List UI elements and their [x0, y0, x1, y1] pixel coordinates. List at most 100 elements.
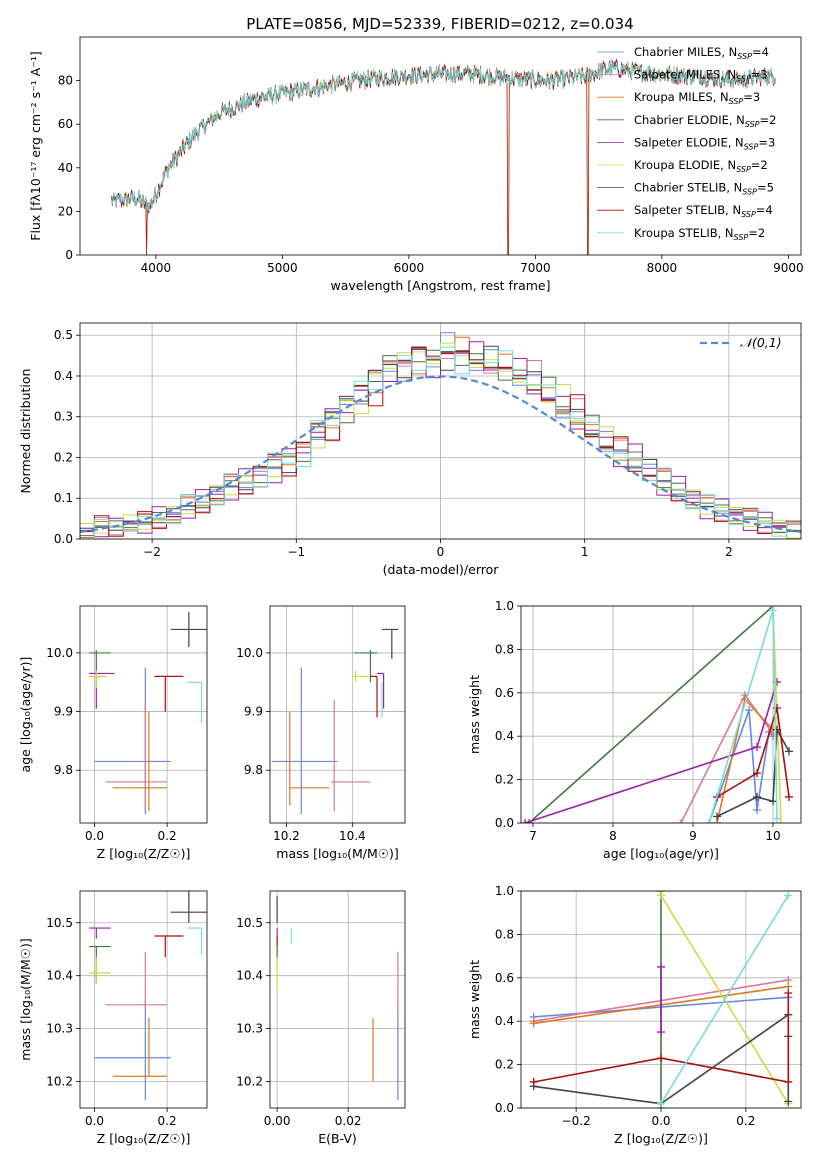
- plus-marker: [784, 988, 793, 997]
- errorbar: [187, 681, 203, 724]
- spectrum-panel: 4000 5000 6000 7000 8000 9000 0 20 40 60 80 wavelen…: [28, 36, 804, 293]
- y-tick-label: 10.4: [236, 969, 263, 983]
- errorbar: [352, 670, 369, 683]
- plus-marker: [657, 962, 665, 971]
- x-tick-label: 0.0: [651, 1114, 670, 1128]
- y-tick-label: 9.8: [244, 763, 263, 777]
- y-tick-label: 0.0: [495, 816, 514, 830]
- x-tick-label: 0.0: [85, 829, 104, 843]
- mass-weight-line: [528, 606, 774, 823]
- x-tick-label: 0: [437, 545, 445, 559]
- plus-marker: [785, 747, 793, 756]
- y-tick-label: 0.1: [54, 491, 73, 505]
- axes: 0.0 0.2 10.2 10.3 10.4 10.5 Z [log₁₀(Z/Z☉)] mas…: [18, 890, 208, 1146]
- axes-frame: [269, 605, 406, 824]
- plus-marker: [753, 769, 761, 778]
- axes-frame: [79, 890, 208, 1109]
- plus-marker: [773, 814, 781, 823]
- x-tick-label: 0.0: [85, 1114, 104, 1128]
- plus-marker: [657, 1054, 665, 1063]
- errorbar: [377, 672, 385, 709]
- errorbar: [89, 957, 111, 984]
- plus-marker: [769, 606, 777, 615]
- errorbar: [154, 935, 184, 958]
- y-tick-label: 0.8: [495, 642, 514, 656]
- plot-area: [529, 891, 793, 1108]
- errorbar: [112, 711, 168, 812]
- plot-area: [89, 611, 207, 815]
- plus-marker: [529, 1019, 538, 1028]
- y-tick-label: 0.3: [54, 410, 73, 424]
- spectrum-line: [111, 59, 776, 212]
- y-tick-label: 0.4: [54, 369, 73, 383]
- legend-label: Salpeter STELIB, NSSP=4: [634, 203, 773, 219]
- mass-vs-extinction-panel: 0.00 0.02 10.2 10.3 10.4 10.5 E(B-V): [236, 890, 406, 1146]
- plus-marker: [705, 819, 713, 823]
- legend: Chabrier MILES, NSSP=4 Salpeter MILES, NS…: [597, 45, 776, 242]
- y-tick-label: 9.9: [54, 705, 73, 719]
- errorbar: [289, 711, 330, 806]
- x-tick-label: 8000: [647, 261, 678, 275]
- errorbar: [89, 649, 111, 671]
- y-axis-label: age [log₁₀(age/yr)]: [18, 657, 33, 773]
- mass-weight-line: [716, 707, 790, 798]
- y-tick-label: 0.2: [495, 1058, 514, 1072]
- x-tick-label: 7000: [520, 261, 551, 275]
- x-tick-label: 0.00: [264, 1114, 291, 1128]
- y-tick-label: 0.0: [54, 532, 73, 546]
- axes: 0.0 0.2 9.8 9.9 10.0 Z [log₁₀(Z/Z☉)] age [log₁…: [18, 605, 208, 861]
- y-tick-label: 0.4: [495, 729, 514, 743]
- x-axis-label: wavelength [Angstrom, rest frame]: [330, 278, 550, 293]
- histogram-step-line: [80, 346, 801, 539]
- y-tick-label: 0.2: [54, 450, 73, 464]
- y-tick-label: 10.5: [236, 916, 263, 930]
- plus-marker: [785, 792, 793, 801]
- y-tick-label: 10.5: [46, 916, 73, 930]
- axes: 7 8 9 10 0.0 0.2 0.4 0.6 0.8 1.0 age [log₁₀(age/yr…: [467, 599, 802, 861]
- errorbar: [381, 628, 399, 659]
- legend-label: Kroupa ELODIE, NSSP=2: [634, 158, 768, 174]
- errorbar: [94, 667, 171, 815]
- x-tick-label: −1: [287, 545, 305, 559]
- errorbar: [105, 951, 168, 1011]
- age-vs-mass-panel: 10.2 10.4 9.8 9.9 10.0 mass [log₁₀(M/M☉)]: [236, 605, 406, 861]
- plus-marker: [677, 819, 685, 823]
- y-tick-label: 0.2: [495, 773, 514, 787]
- y-axis-label: mass [log₁₀(M/M☉)]: [18, 938, 33, 1060]
- x-axis-label: age [log₁₀(age/yr)]: [603, 846, 719, 861]
- legend-label: Kroupa STELIB, NSSP=2: [634, 226, 765, 242]
- y-axis-label: mass weight: [467, 675, 482, 754]
- legend-label: Chabrier MILES, NSSP=4: [634, 45, 769, 61]
- y-tick-label: 10.0: [236, 646, 263, 660]
- plus-marker: [784, 1097, 793, 1106]
- y-tick-label: 10.2: [46, 1075, 73, 1089]
- plot-area: [271, 628, 399, 815]
- x-axis-label: mass [log₁₀(M/M☉)]: [276, 846, 398, 861]
- errorbar: [89, 927, 111, 939]
- x-axis-label: Z [log₁₀(Z/Z☉)]: [614, 1131, 708, 1146]
- x-tick-label: 0.2: [158, 1114, 177, 1128]
- x-axis-label: (data-model)/error: [383, 562, 500, 577]
- mass-weight-line: [533, 993, 790, 1083]
- plot-area: [111, 58, 777, 255]
- legend-label: Kroupa MILES, NSSP=3: [634, 90, 760, 106]
- x-tick-label: 5000: [267, 261, 298, 275]
- plus-marker: [521, 819, 529, 823]
- y-tick-label: 10.4: [46, 969, 73, 983]
- grid-lines: [270, 606, 405, 823]
- legend-label: Salpeter ELODIE, NSSP=3: [634, 135, 775, 151]
- errorbar: [271, 667, 338, 815]
- plus-marker: [777, 819, 785, 823]
- axes-frame: [79, 605, 208, 824]
- errorbar: [170, 891, 207, 923]
- normal-reference-curve: [80, 375, 801, 533]
- plus-marker: [529, 1077, 538, 1086]
- x-tick-label: 9000: [773, 261, 804, 275]
- errorbar: [154, 675, 184, 712]
- plus-marker: [657, 891, 665, 900]
- y-axis-label: Flux [fλ10⁻¹⁷ erg cm⁻² s⁻¹ A⁻¹]: [28, 51, 43, 240]
- x-tick-label: 7: [529, 829, 537, 843]
- plot-area: [89, 891, 207, 1101]
- plus-marker: [784, 1077, 793, 1086]
